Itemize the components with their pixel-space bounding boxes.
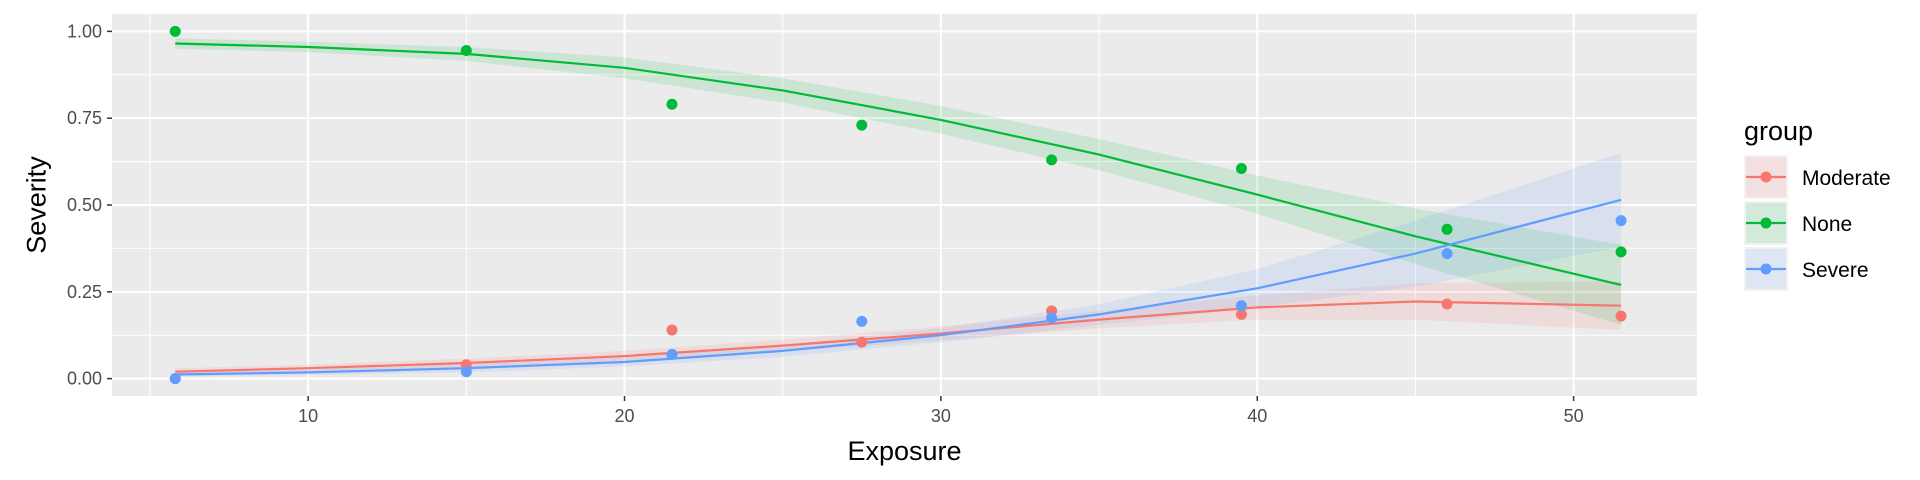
point-none xyxy=(460,44,472,56)
y-tick-label: 0.00 xyxy=(67,369,102,389)
legend-key-moderate xyxy=(1744,155,1788,199)
x-tick-label: 10 xyxy=(298,406,318,426)
point-none xyxy=(1615,246,1627,258)
major-gridlines xyxy=(112,14,1697,396)
legend-label-none: None xyxy=(1802,213,1852,236)
point-severe xyxy=(856,315,868,327)
point-none xyxy=(856,119,868,131)
x-axis-title: Exposure xyxy=(847,436,961,466)
point-none xyxy=(169,25,181,37)
point-severe xyxy=(1046,312,1058,324)
band-moderate xyxy=(175,281,1622,376)
band-severe xyxy=(175,152,1622,377)
legend-key-point xyxy=(1760,263,1772,275)
point-severe xyxy=(666,348,678,360)
point-severe xyxy=(1441,248,1453,260)
x-tick-label: 40 xyxy=(1247,406,1267,426)
x-tick-label: 20 xyxy=(614,406,634,426)
point-moderate xyxy=(1615,310,1627,322)
y-axis-title: Severity xyxy=(21,156,51,254)
point-severe xyxy=(460,366,472,378)
point-moderate xyxy=(1441,298,1453,310)
y-tick-label: 0.50 xyxy=(67,195,102,215)
confidence-bands xyxy=(175,38,1622,377)
legend-key-point xyxy=(1760,217,1772,229)
point-none xyxy=(666,98,678,110)
point-severe xyxy=(1615,215,1627,227)
y-tick-label: 0.25 xyxy=(67,282,102,302)
point-none xyxy=(1441,223,1453,235)
legend: group Moderate None Severe xyxy=(1744,116,1891,291)
legend-label-moderate: Moderate xyxy=(1802,167,1891,190)
point-moderate xyxy=(1235,308,1247,320)
x-axis: 10 20 30 40 50 xyxy=(298,396,1584,426)
point-severe xyxy=(169,373,181,385)
legend-key-none xyxy=(1744,201,1788,245)
point-none xyxy=(1235,163,1247,175)
y-axis: 0.00 0.25 0.50 0.75 1.00 xyxy=(67,21,112,389)
fit-line-none xyxy=(175,42,1622,286)
y-tick-label: 1.00 xyxy=(67,21,102,41)
legend-key-severe xyxy=(1744,247,1788,291)
x-tick-label: 50 xyxy=(1564,406,1584,426)
point-moderate xyxy=(856,336,868,348)
y-tick-label: 0.75 xyxy=(67,108,102,128)
point-none xyxy=(1046,154,1058,166)
legend-title: group xyxy=(1744,116,1813,146)
x-tick-label: 30 xyxy=(931,406,951,426)
point-moderate xyxy=(666,324,678,336)
legend-key-point xyxy=(1760,171,1772,183)
point-severe xyxy=(1235,300,1247,312)
legend-label-severe: Severe xyxy=(1802,259,1869,282)
data-points xyxy=(169,25,1627,385)
